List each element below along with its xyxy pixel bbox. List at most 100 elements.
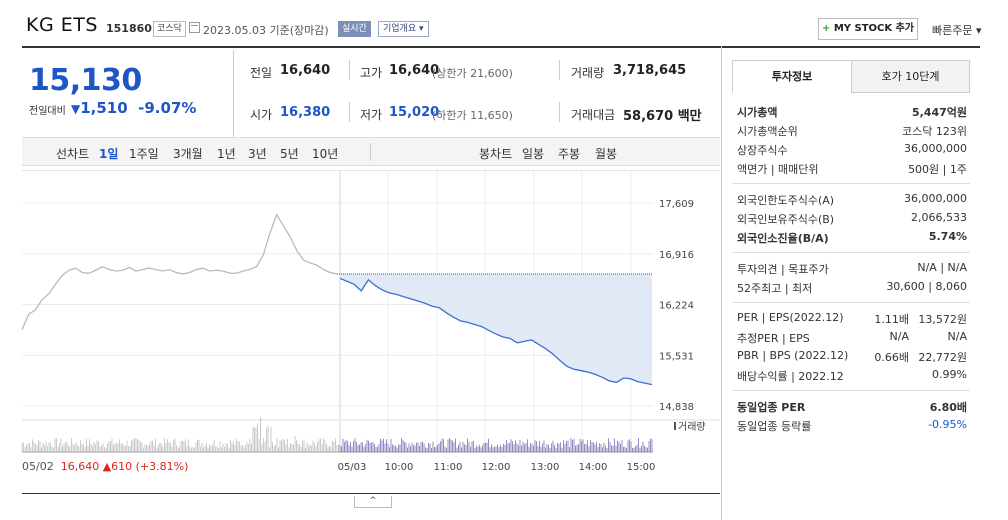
- info-row: 투자의견 | 목표주가 N/A | N/A: [737, 261, 967, 279]
- calendar-icon: [189, 22, 200, 33]
- low-label: 저가: [360, 108, 383, 122]
- period-1w[interactable]: 1주일: [129, 147, 159, 161]
- y-tick-label: 14,838: [659, 402, 694, 413]
- period-3y[interactable]: 3년: [248, 147, 267, 161]
- amount-value: 58,670 백만: [623, 109, 702, 124]
- info-value: 36,000,000: [904, 142, 967, 155]
- plus-icon: +: [821, 23, 831, 34]
- info-value: 13,572원: [918, 313, 967, 326]
- change-label: 전일대비: [29, 106, 66, 117]
- period-1d[interactable]: 1일: [99, 147, 119, 161]
- info-row: 배당수익률 | 2022.12 0.99%: [737, 368, 967, 386]
- x-tick-label: 05/03: [338, 462, 367, 473]
- divider: [721, 46, 722, 520]
- period-bar: 선차트 1일 1주일 3개월 1년 3년 5년 10년 봉차트 일봉 주봉 월봉: [22, 137, 720, 166]
- info-value: -0.95%: [928, 418, 967, 431]
- info-label: 배당수익률 | 2022.12: [737, 370, 844, 383]
- stock-code: 151860: [106, 22, 152, 35]
- high-value: 16,640: [389, 63, 440, 78]
- info-value: 코스닥 123위: [902, 125, 967, 138]
- info-label: 52주최고 | 최저: [737, 282, 813, 295]
- info-label: 외국인소진율(B/A): [737, 232, 829, 245]
- info-row: PBR | BPS (2022.12) 22,772원 0.66배: [737, 349, 967, 367]
- info-value: 6.80배: [929, 401, 967, 414]
- info-value: 22,772원: [918, 351, 967, 364]
- y-tick-label: 17,609: [659, 199, 694, 210]
- info-value: N/A: [947, 330, 967, 343]
- info-value: N/A | N/A: [917, 261, 967, 274]
- open-value: 16,380: [280, 105, 331, 120]
- header-divider: [22, 46, 980, 48]
- tab-orderbook[interactable]: 호가 10단계: [851, 60, 970, 93]
- amount-label: 거래대금: [571, 108, 616, 122]
- volume-label: 거래량: [571, 66, 605, 80]
- info-row: 52주최고 | 최저 30,600 | 8,060: [737, 280, 967, 298]
- info-label: PBR | BPS (2022.12): [737, 349, 849, 362]
- market-badge: 코스닥: [153, 21, 186, 37]
- divider: [22, 493, 720, 494]
- open-label: 시가: [250, 108, 273, 122]
- up-triangle-icon: ▲: [102, 460, 112, 473]
- prev-day-line: [21, 213, 338, 330]
- x-axis-labels: 05/03 10:00 11:00 12:00 13:00 14:00 15:00: [338, 462, 656, 473]
- add-my-stock-button[interactable]: + MY STOCK 추가: [818, 18, 918, 40]
- info-label: 추정PER | EPS: [737, 332, 810, 345]
- period-5y[interactable]: 5년: [280, 147, 299, 161]
- candle-daily[interactable]: 일봉: [522, 147, 545, 161]
- expand-chevron-icon[interactable]: ^: [354, 496, 392, 508]
- quick-order-dropdown[interactable]: 빠른주문 ▾: [932, 24, 982, 37]
- info-row: 외국인한도주식수(A) 36,000,000: [737, 192, 967, 210]
- date-text: 2023.05.03 기준(장마감): [203, 24, 329, 37]
- volume-value: 3,718,645: [613, 63, 687, 78]
- prev-label: 전일: [250, 66, 273, 80]
- info-row: 동일업종 PER 6.80배: [737, 399, 967, 417]
- tab-invest-info[interactable]: 투자정보: [732, 60, 852, 93]
- intraday-chart: 17,609 16,916 16,224 15,531 14,838 05/03 10:0…: [21, 170, 720, 473]
- price-change: ▼1,510 -9.07%: [71, 99, 197, 117]
- info-value: 0.66배: [874, 351, 909, 364]
- x-tick-label: 11:00: [434, 462, 463, 473]
- divider: [233, 50, 234, 137]
- down-arrow-icon: ▼: [71, 102, 81, 116]
- period-1y[interactable]: 1년: [217, 147, 236, 161]
- divider: [559, 102, 560, 122]
- info-label: PER | EPS(2022.12): [737, 311, 844, 324]
- volume-axis-label: 거래량: [674, 418, 706, 433]
- info-row: 외국인보유주식수(B) 2,066,533: [737, 211, 967, 229]
- info-value: N/A: [889, 330, 909, 343]
- section-divider: [732, 183, 970, 184]
- divider: [349, 102, 350, 122]
- section-divider: [732, 252, 970, 253]
- high-label: 고가: [360, 66, 383, 80]
- info-value: 1.11배: [874, 313, 909, 326]
- info-label: 동일업종 PER: [737, 401, 806, 414]
- period-3m[interactable]: 3개월: [173, 147, 203, 161]
- info-row: 시가총액 5,447억원: [737, 104, 967, 122]
- divider: [370, 143, 371, 161]
- today-line: [339, 277, 653, 386]
- live-badge[interactable]: 실시간: [338, 21, 371, 37]
- period-10y[interactable]: 10년: [312, 147, 339, 161]
- info-row: 추정PER | EPS N/A N/A: [737, 330, 967, 348]
- x-tick-label: 12:00: [482, 462, 511, 473]
- info-row: 시가총액순위 코스닥 123위: [737, 123, 967, 141]
- info-row: PER | EPS(2022.12) 13,572원 1.11배: [737, 311, 967, 329]
- x-tick-label: 13:00: [531, 462, 560, 473]
- upper-limit: (상한가 21,600): [432, 67, 513, 80]
- divider: [349, 60, 350, 80]
- info-row: 외국인소진율(B/A) 5.74%: [737, 230, 967, 248]
- divider: [559, 60, 560, 80]
- y-tick-label: 15,531: [659, 351, 694, 362]
- current-price: 15,130: [29, 63, 142, 98]
- corp-info-dropdown[interactable]: 기업개요 ▾: [378, 21, 429, 37]
- info-row: 상장주식수 36,000,000: [737, 142, 967, 160]
- candle-monthly[interactable]: 월봉: [595, 147, 618, 161]
- x-tick-label: 10:00: [385, 462, 414, 473]
- info-label: 시가총액순위: [737, 125, 798, 138]
- info-value: 30,600 | 8,060: [886, 280, 967, 293]
- info-row: 액면가 | 매매단위 500원 | 1주: [737, 161, 967, 179]
- volume-bars: [21, 417, 653, 452]
- info-value: 5,447억원: [911, 106, 967, 119]
- y-tick-label: 16,916: [659, 250, 694, 261]
- candle-weekly[interactable]: 주봉: [558, 147, 581, 161]
